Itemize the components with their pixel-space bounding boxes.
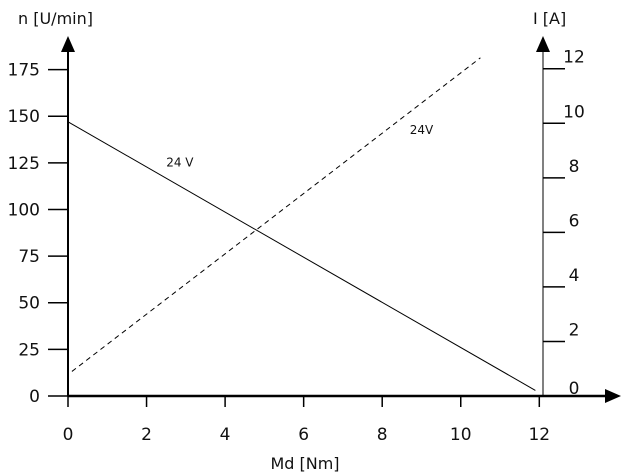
x-tick-label: 10 (450, 425, 472, 445)
left-y-tick-label: 100 (8, 200, 40, 220)
current-line-label: 24V (410, 123, 434, 137)
x-tick-label: 0 (63, 425, 74, 445)
left-y-tick-label: 150 (8, 107, 40, 127)
left-y-tick-label: 25 (18, 340, 40, 360)
x-axis-title: Md [Nm] (270, 454, 339, 473)
right-y-tick-label: 10 (563, 102, 585, 122)
x-tick-label: 2 (141, 425, 152, 445)
left-y-tick-label: 75 (18, 247, 40, 267)
right-y-tick-label: 12 (563, 48, 585, 68)
x-tick-label: 4 (220, 425, 231, 445)
left-y-axis-arrow (61, 36, 75, 52)
left-y-tick-label: 175 (8, 61, 40, 81)
right-y-tick-label: 6 (569, 211, 580, 231)
speed-line (67, 121, 536, 391)
right-y-tick-label: 0 (569, 379, 580, 399)
left-y-tick-label: 50 (18, 294, 40, 314)
left-y-tick-label: 125 (8, 154, 40, 174)
x-tick-label: 12 (528, 425, 550, 445)
x-tick-label: 8 (377, 425, 388, 445)
right-y-axis-arrow (536, 36, 550, 52)
speed-line-label: 24 V (166, 156, 194, 170)
right-y-tick-label: 2 (569, 320, 580, 340)
x-tick-label: 6 (298, 425, 309, 445)
right-y-tick-label: 4 (569, 266, 580, 286)
current-line (71, 57, 481, 372)
x-axis-arrow (605, 389, 621, 403)
right-y-axis-title: I [A] (533, 9, 566, 28)
right-y-tick-label: 8 (569, 157, 580, 177)
left-y-axis-title: n [U/min] (18, 9, 93, 28)
left-y-tick-label: 0 (29, 387, 40, 407)
